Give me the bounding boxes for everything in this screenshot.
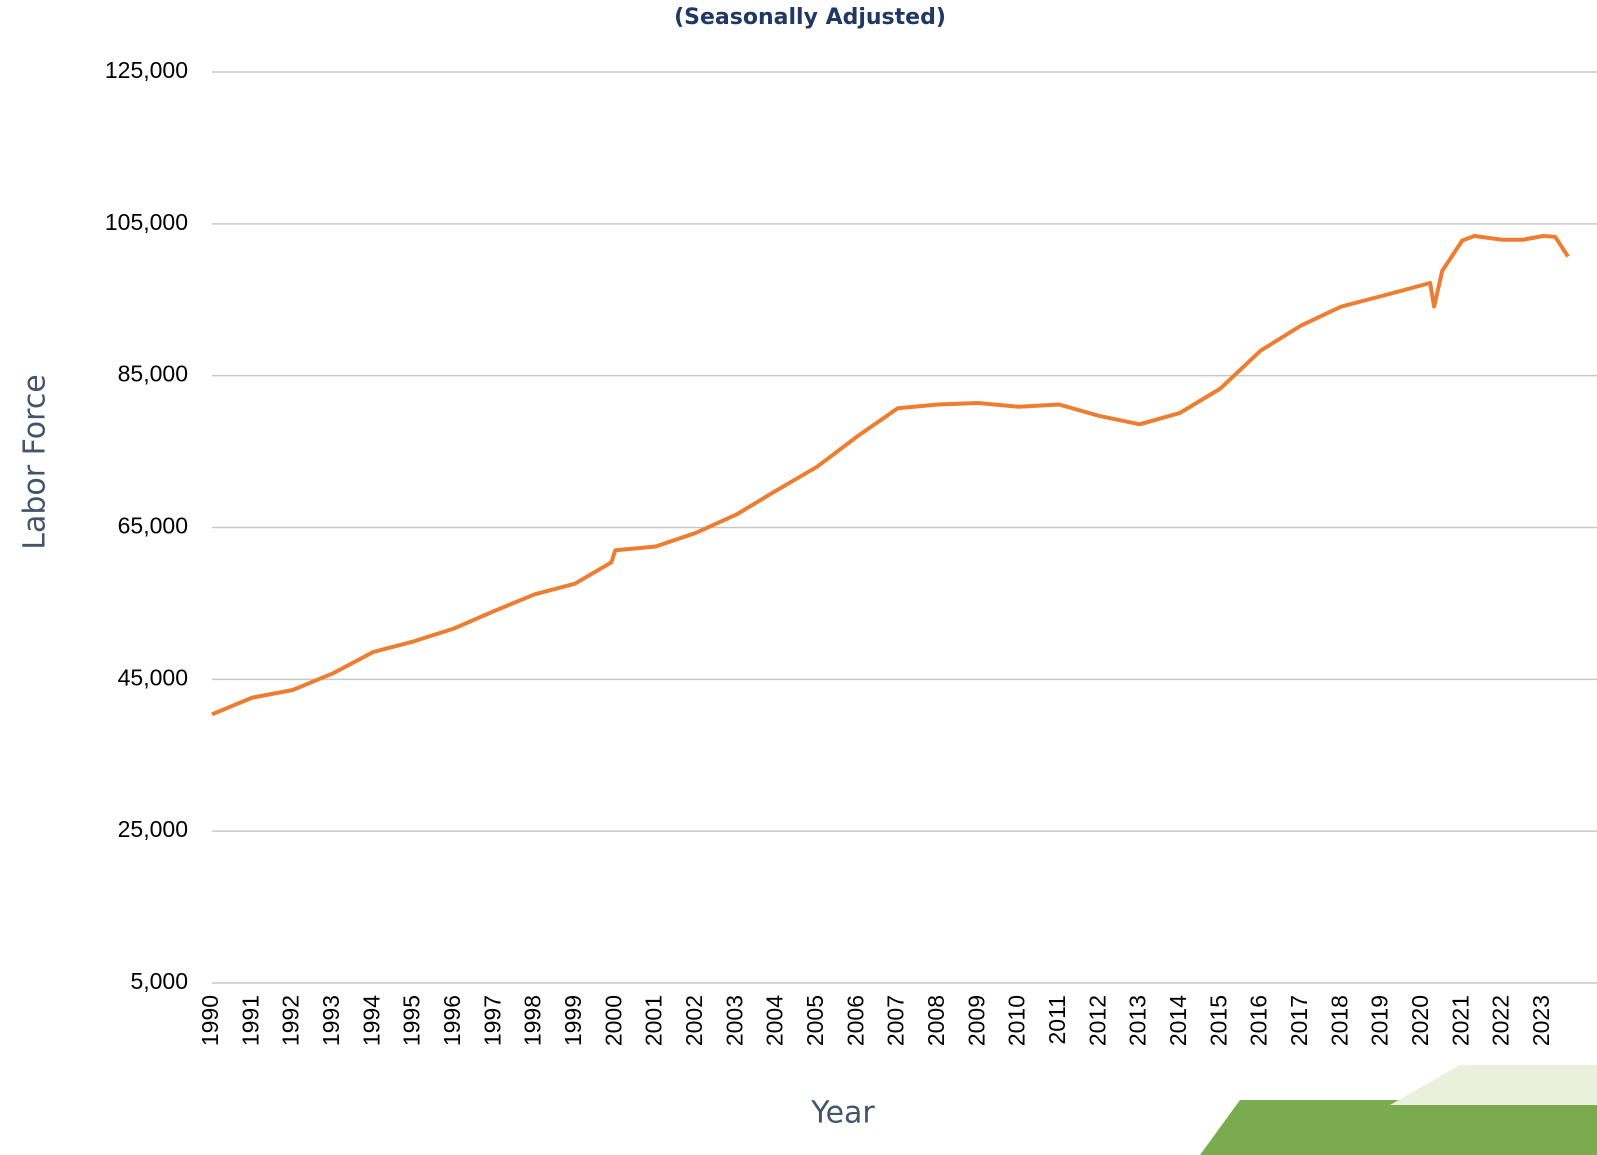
x-tick-label: 2003 [721, 995, 747, 1046]
x-tick-label: 1999 [560, 995, 586, 1046]
x-tick-label: 2012 [1084, 995, 1110, 1046]
y-tick-label: 105,000 [105, 209, 188, 235]
x-tick-label: 2021 [1447, 995, 1473, 1046]
x-tick-label: 1995 [399, 995, 425, 1046]
x-tick-label: 1997 [479, 995, 505, 1046]
x-tick-label: 2015 [1205, 995, 1231, 1046]
x-tick-label: 2020 [1407, 995, 1433, 1046]
x-tick-label: 2010 [1004, 995, 1030, 1046]
y-tick-label: 85,000 [118, 361, 188, 387]
x-tick-label: 2000 [600, 995, 626, 1046]
x-tick-label: 2016 [1246, 995, 1272, 1046]
x-tick-label: 2009 [963, 995, 989, 1046]
x-tick-label: 2022 [1488, 995, 1514, 1046]
x-tick-label: 2002 [681, 995, 707, 1046]
chart-title: (Seasonally Adjusted) [674, 5, 946, 30]
y-tick-label: 65,000 [118, 513, 188, 539]
y-tick-label: 5,000 [130, 968, 188, 994]
data-line [211, 234, 1570, 717]
x-tick-label: 2005 [802, 995, 828, 1046]
x-tick-label: 2011 [1044, 995, 1070, 1044]
y-tick-label: 25,000 [118, 816, 188, 842]
x-tick-label: 2013 [1125, 995, 1151, 1046]
y-tick-label: 125,000 [105, 57, 188, 83]
x-tick-label: 1996 [439, 995, 465, 1046]
x-tick-label: 2019 [1367, 995, 1393, 1046]
x-tick-label: 1994 [358, 995, 384, 1046]
x-tick-label: 2006 [842, 995, 868, 1046]
decoration [1200, 1100, 1597, 1155]
x-tick-label: 2008 [923, 995, 949, 1046]
x-tick-label: 2018 [1326, 995, 1352, 1046]
x-tick-label: 1991 [237, 995, 263, 1046]
x-tick-label: 2004 [762, 995, 788, 1046]
x-tick-label: 1992 [278, 995, 304, 1046]
x-tick-label: 2017 [1286, 995, 1312, 1046]
x-tick-label: 1990 [197, 995, 223, 1046]
x-tick-label: 1993 [318, 995, 344, 1046]
x-tick-label: 1998 [520, 995, 546, 1046]
decoration [1390, 1065, 1597, 1105]
y-tick-label: 45,000 [118, 664, 188, 690]
x-tick-label: 2007 [883, 995, 909, 1046]
x-tick-label: 2014 [1165, 995, 1191, 1046]
x-tick-label: 2023 [1528, 995, 1554, 1046]
x-axis-title: Year [810, 1096, 875, 1131]
y-axis-title: Labor Force [18, 374, 53, 550]
x-tick-label: 2001 [641, 995, 667, 1046]
